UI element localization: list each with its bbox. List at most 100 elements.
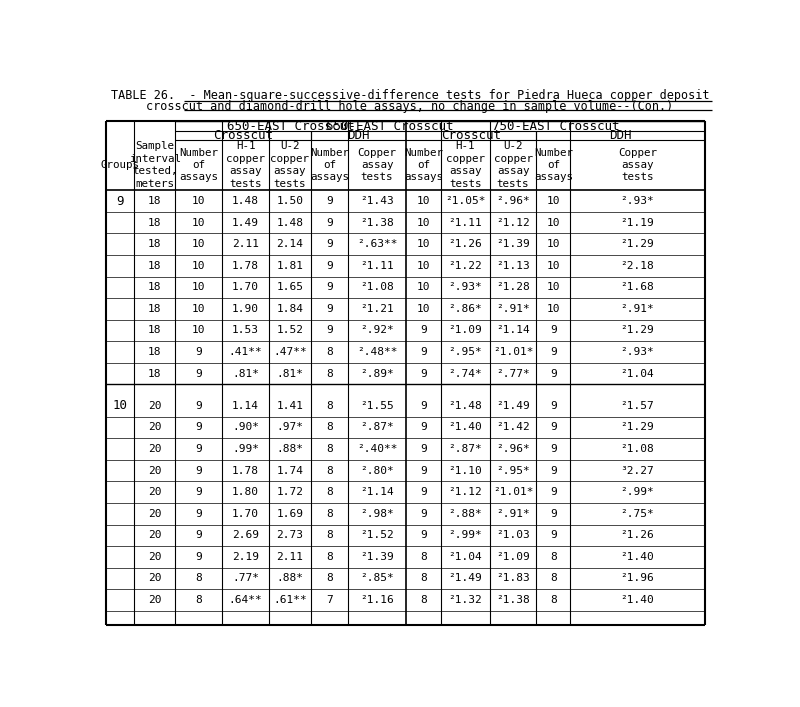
Text: 10: 10: [192, 196, 206, 206]
Text: ²1.09: ²1.09: [449, 325, 482, 335]
Text: 9: 9: [195, 487, 202, 497]
Text: ²1.42: ²1.42: [496, 423, 530, 433]
Text: ²2.18: ²2.18: [621, 261, 654, 271]
Text: .81*: .81*: [232, 368, 259, 378]
Text: 1.49: 1.49: [232, 218, 259, 228]
Text: 9: 9: [420, 444, 427, 454]
Text: 1.41: 1.41: [276, 401, 303, 411]
Text: 20: 20: [148, 595, 162, 605]
Text: 2.14: 2.14: [276, 239, 303, 250]
Text: TABLE 26.  - Mean-square-successive-difference tests for Piedra Hueca copper dep: TABLE 26. - Mean-square-successive-diffe…: [110, 89, 710, 102]
Text: .77*: .77*: [232, 573, 259, 583]
Text: .64**: .64**: [229, 595, 262, 605]
Text: 18: 18: [148, 325, 162, 335]
Text: ²1.14: ²1.14: [496, 325, 530, 335]
Text: 9: 9: [550, 509, 557, 519]
Text: 9: 9: [550, 368, 557, 378]
Text: 1.69: 1.69: [276, 509, 303, 519]
Text: 9: 9: [326, 261, 333, 271]
Text: 20: 20: [148, 530, 162, 540]
Text: ²1.03: ²1.03: [496, 530, 530, 540]
Text: 1.72: 1.72: [276, 487, 303, 497]
Text: 20: 20: [148, 466, 162, 476]
Text: 9: 9: [195, 347, 202, 357]
Text: 8: 8: [326, 466, 333, 476]
Text: .41**: .41**: [229, 347, 262, 357]
Text: ²1.52: ²1.52: [360, 530, 394, 540]
Text: Copper
assay
tests: Copper assay tests: [618, 148, 657, 182]
Text: 9: 9: [420, 325, 427, 335]
Text: ²1.57: ²1.57: [621, 401, 654, 411]
Text: 1.53: 1.53: [232, 325, 259, 335]
Text: ²1.32: ²1.32: [449, 595, 482, 605]
Text: 9: 9: [420, 466, 427, 476]
Text: 2.73: 2.73: [276, 530, 303, 540]
Text: ².40**: ².40**: [357, 444, 398, 454]
Text: ²1.68: ²1.68: [621, 282, 654, 293]
Text: ².74*: ².74*: [449, 368, 482, 378]
Text: 10: 10: [192, 282, 206, 293]
Text: 20: 20: [148, 487, 162, 497]
Text: 8: 8: [326, 573, 333, 583]
Text: ².95*: ².95*: [496, 466, 530, 476]
Text: ²1.01*: ²1.01*: [493, 487, 534, 497]
Text: 750-EAST Crosscut: 750-EAST Crosscut: [491, 119, 619, 132]
Text: 10: 10: [417, 261, 430, 271]
Text: ².96*: ².96*: [496, 196, 530, 206]
Text: 1.65: 1.65: [276, 282, 303, 293]
Text: ³2.27: ³2.27: [621, 466, 654, 476]
Text: 1.78: 1.78: [232, 466, 259, 476]
Text: ²1.11: ²1.11: [360, 261, 394, 271]
Text: 10: 10: [192, 325, 206, 335]
Text: 18: 18: [148, 304, 162, 314]
Text: 8: 8: [326, 487, 333, 497]
Text: 1.84: 1.84: [276, 304, 303, 314]
Text: ²1.05*: ²1.05*: [445, 196, 486, 206]
Text: .99*: .99*: [232, 444, 259, 454]
Text: 1.48: 1.48: [276, 218, 303, 228]
Text: 10: 10: [546, 239, 560, 250]
Text: 9: 9: [420, 530, 427, 540]
Text: 2.11: 2.11: [232, 239, 259, 250]
Text: 1.74: 1.74: [276, 466, 303, 476]
Text: 8: 8: [195, 573, 202, 583]
Text: 9: 9: [326, 304, 333, 314]
Text: ²1.21: ²1.21: [360, 304, 394, 314]
Text: .97*: .97*: [276, 423, 303, 433]
Text: ².75*: ².75*: [621, 509, 654, 519]
Text: ²1.12: ²1.12: [496, 218, 530, 228]
Text: ²1.14: ²1.14: [360, 487, 394, 497]
Text: ²1.40: ²1.40: [621, 552, 654, 562]
Text: ²1.08: ²1.08: [360, 282, 394, 293]
Text: 8: 8: [326, 444, 333, 454]
Text: 10: 10: [417, 282, 430, 293]
Text: ²1.39: ²1.39: [360, 552, 394, 562]
Text: 9: 9: [326, 282, 333, 293]
Text: U-2
copper
assay
tests: U-2 copper assay tests: [494, 141, 533, 189]
Text: ².77*: ².77*: [496, 368, 530, 378]
Text: 10: 10: [417, 239, 430, 250]
Text: ²1.11: ²1.11: [449, 218, 482, 228]
Text: 10: 10: [546, 261, 560, 271]
Text: ².99*: ².99*: [621, 487, 654, 497]
Text: ².91*: ².91*: [496, 304, 530, 314]
Text: 10: 10: [192, 239, 206, 250]
Text: ²1.12: ²1.12: [449, 487, 482, 497]
Text: 9: 9: [420, 487, 427, 497]
Text: 20: 20: [148, 401, 162, 411]
Text: ²1.29: ²1.29: [621, 239, 654, 250]
Text: DDH: DDH: [609, 129, 632, 142]
Text: 2.69: 2.69: [232, 530, 259, 540]
Text: 9: 9: [326, 196, 333, 206]
Text: 7: 7: [326, 595, 333, 605]
Text: ².48**: ².48**: [357, 347, 398, 357]
Text: 1.81: 1.81: [276, 261, 303, 271]
Text: ²1.16: ²1.16: [360, 595, 394, 605]
Text: 10: 10: [546, 196, 560, 206]
Text: ².87*: ².87*: [449, 444, 482, 454]
Text: ².96*: ².96*: [496, 444, 530, 454]
Text: ².91*: ².91*: [621, 304, 654, 314]
Text: 1.90: 1.90: [232, 304, 259, 314]
Text: 9: 9: [195, 509, 202, 519]
Text: 9: 9: [550, 325, 557, 335]
